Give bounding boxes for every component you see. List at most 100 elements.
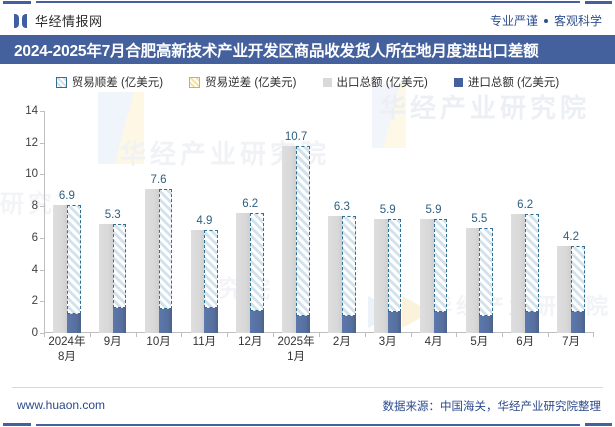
chart-title-band: 2024-2025年7月合肥高新技术产业开发区商品收发货人所在地月度进出口差额: [0, 35, 615, 64]
y-axis-tick-mark: [40, 111, 44, 112]
bar-trade-surplus[interactable]: [66, 204, 81, 314]
top-accent-rule: [0, 0, 615, 5]
page-title: 2024-2025年7月合肥高新技术产业开发区商品收发货人所在地月度进出口差额: [14, 42, 539, 60]
bar-trade-surplus[interactable]: [387, 218, 402, 313]
bullet-dot-icon: [543, 18, 548, 23]
legend-label: 出口总额 (亿美元): [336, 77, 428, 89]
bar-export[interactable]: [53, 204, 67, 333]
bar-value-label: 5.3: [104, 208, 121, 221]
bar-trade-surplus[interactable]: [433, 218, 448, 313]
bar-import[interactable]: [158, 309, 173, 333]
bar-group: 5.9: [410, 111, 457, 337]
bar-trade-surplus[interactable]: [296, 145, 310, 316]
x-axis-tick-mark: [318, 333, 320, 337]
legend-swatch-surplus-icon: [55, 76, 67, 88]
x-axis-label: 10月: [146, 336, 171, 348]
bar-import[interactable]: [525, 312, 539, 333]
x-axis-label: 2025年 1月: [277, 336, 315, 363]
legend-item-export[interactable]: 出口总额 (亿美元): [322, 74, 428, 90]
brand-logo-group: 华经情报网: [14, 11, 103, 30]
bar-value-label: 6.9: [58, 189, 75, 202]
bar-value-label: 10.7: [284, 130, 308, 143]
legend-item-surplus[interactable]: 贸易顺差 (亿美元): [55, 74, 164, 90]
bar-trade-surplus[interactable]: [204, 229, 219, 308]
bar-group: 4.2: [548, 111, 594, 337]
y-axis-tick-label: 10: [25, 168, 38, 181]
y-axis-line: [44, 111, 45, 333]
y-axis-tick-label: 0: [31, 327, 38, 339]
bar-import[interactable]: [341, 315, 356, 333]
x-axis-label: 3月: [378, 336, 397, 348]
bar-value-label: 6.2: [242, 197, 259, 210]
bar-export[interactable]: [236, 212, 251, 333]
y-axis-tick-label: 6: [31, 231, 38, 244]
x-axis-label: 9月: [103, 336, 122, 348]
bar-export[interactable]: [328, 215, 342, 333]
x-axis-tick-mark: [548, 333, 550, 337]
y-axis-tick-mark: [40, 142, 44, 144]
bar-group: 4.9: [181, 111, 227, 337]
top-rule-left: [3, 1, 31, 4]
x-axis-tick-mark: [273, 333, 275, 337]
bar-export[interactable]: [419, 218, 434, 333]
bar-value-label: 6.3: [333, 200, 350, 213]
bar-value-label: 6.2: [517, 199, 534, 212]
legend-swatch-import-icon: [453, 77, 463, 87]
y-axis-tick-label: 8: [31, 200, 38, 213]
legend-label: 进口总额 (亿美元): [467, 77, 560, 89]
bar-trade-surplus[interactable]: [158, 188, 173, 310]
bar-export[interactable]: [373, 218, 388, 333]
bar-import[interactable]: [387, 312, 402, 333]
y-axis-tick-mark: [40, 174, 44, 176]
bar-import[interactable]: [571, 312, 585, 333]
chart-card: 华经产业研究院 华经产业研究院 研究院 研究 华经产业研究院 贸易顺差 (亿美元…: [0, 64, 615, 387]
bar-import[interactable]: [112, 307, 127, 333]
bar-trade-surplus[interactable]: [479, 228, 494, 316]
bar-export[interactable]: [465, 228, 480, 333]
bar-group: 5.9: [364, 111, 411, 337]
legend-item-import[interactable]: 进口总额 (亿美元): [453, 74, 560, 90]
y-axis-tick-label: 12: [25, 136, 38, 149]
bottom-rule-right: [585, 423, 612, 426]
bar-trade-surplus[interactable]: [341, 215, 356, 316]
footer-source-note: 数据来源：中国海关，华经产业研究院整理: [382, 401, 602, 413]
legend-swatch-export-icon: [322, 77, 332, 87]
bar-group: 6.3: [318, 111, 365, 337]
y-axis-tick-mark: [40, 269, 44, 271]
bar-export[interactable]: [144, 188, 159, 333]
bar-import[interactable]: [66, 313, 81, 333]
bar-trade-surplus[interactable]: [250, 212, 264, 311]
brand-name: 华经情报网: [35, 14, 103, 29]
x-axis-label: 6月: [516, 336, 535, 348]
bar-import[interactable]: [479, 315, 494, 333]
x-axis-label: 12月: [238, 336, 263, 348]
legend-swatch-deficit-icon: [189, 76, 201, 88]
bar-export[interactable]: [98, 223, 113, 333]
bar-value-label: 5.5: [471, 213, 488, 226]
x-axis-tick-mark: [502, 333, 504, 337]
bar-import[interactable]: [296, 315, 310, 333]
x-axis-label: 11月: [192, 336, 217, 348]
x-axis-labels: 2024年 8月 9月 10月 11月 12月 2025年 1月 2月 3月 4月 5月 6月 7月: [44, 335, 594, 365]
bar-group: 6.2: [502, 111, 548, 337]
bar-export[interactable]: [511, 214, 526, 333]
bar-export[interactable]: [557, 245, 571, 333]
bar-trade-surplus[interactable]: [112, 223, 127, 308]
bar-export[interactable]: [282, 145, 297, 333]
bar-group: 7.6: [135, 111, 182, 337]
legend-item-deficit[interactable]: 贸易逆差 (亿美元): [189, 74, 297, 90]
y-axis-tick-mark: [40, 333, 44, 334]
bar-import[interactable]: [433, 312, 448, 333]
bar-trade-surplus[interactable]: [525, 214, 539, 313]
bar-group: 6.2: [227, 111, 273, 337]
bar-import[interactable]: [250, 310, 264, 333]
footer-site-link[interactable]: www.huaon.com: [17, 398, 106, 412]
bar-value-label: 4.2: [563, 230, 579, 243]
brand-tagline: 专业严谨 客观科学: [490, 12, 602, 29]
x-axis-tick-mark: [592, 333, 594, 337]
huaon-logo-icon: [14, 13, 28, 28]
bar-export[interactable]: [190, 229, 205, 333]
bar-import[interactable]: [204, 307, 219, 333]
legend-label: 贸易顺差 (亿美元): [71, 77, 164, 89]
bar-trade-surplus[interactable]: [571, 245, 585, 313]
